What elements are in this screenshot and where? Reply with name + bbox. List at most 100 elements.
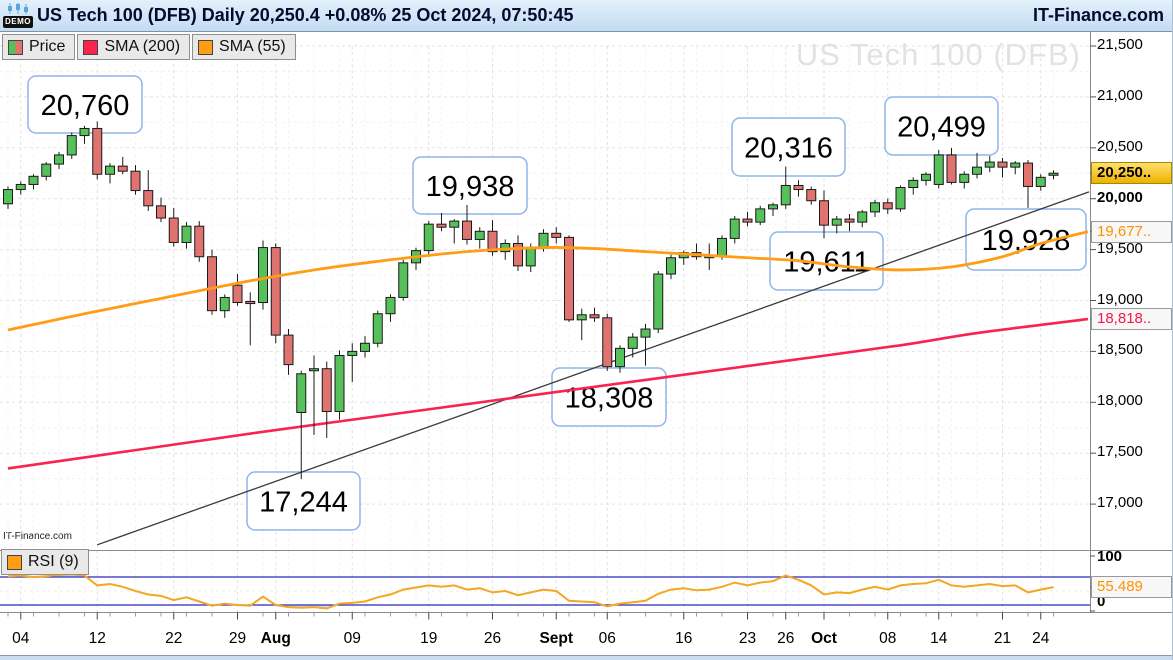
x-tick-label: 06 xyxy=(598,630,616,647)
candle-body xyxy=(258,247,268,304)
candle-body xyxy=(742,218,753,223)
candle-body xyxy=(194,225,205,258)
candle-body xyxy=(41,163,52,177)
candle-body xyxy=(449,220,460,228)
brand-label[interactable]: IT-Finance.com xyxy=(1032,5,1164,25)
legend-price-label: Price xyxy=(29,38,66,55)
x-tick-label: 21 xyxy=(993,630,1012,647)
candle-body xyxy=(1048,172,1059,176)
legend: Price SMA (200) SMA (55) xyxy=(2,34,296,60)
demo-label: DEMO xyxy=(3,16,33,28)
candle-body xyxy=(15,183,26,191)
candle-body xyxy=(589,314,600,319)
bottom-bar xyxy=(0,655,1173,660)
candle-body xyxy=(360,342,370,352)
candle-body xyxy=(168,217,179,243)
candle-body xyxy=(525,247,536,267)
sma200-marker-label: 18,818.. xyxy=(1091,308,1172,331)
candle-body xyxy=(870,202,880,213)
annotation-label: 20,499 xyxy=(897,111,986,143)
candle-body xyxy=(933,154,944,185)
candle-body xyxy=(729,218,740,239)
watermark: US Tech 100 (DFB) xyxy=(795,37,1081,72)
rsi-chip[interactable]: RSI (9) xyxy=(1,549,89,575)
candle-body xyxy=(245,301,256,305)
legend-sma55-chip[interactable]: SMA (55) xyxy=(192,34,296,60)
candle-body xyxy=(296,373,307,413)
y-axis-label: 19,000 xyxy=(1097,290,1143,308)
candle-body xyxy=(181,225,192,243)
candle-body xyxy=(487,230,498,253)
candle-body xyxy=(959,173,970,183)
candle-body xyxy=(640,328,651,338)
annotation-box[interactable] xyxy=(551,367,667,427)
x-tick-label: 26 xyxy=(777,630,795,647)
legend-price-chip[interactable]: Price xyxy=(2,34,76,60)
candle-body xyxy=(28,175,39,185)
candle-body xyxy=(156,205,166,219)
candle-body xyxy=(780,184,791,206)
candle-body xyxy=(882,202,893,210)
candle-body xyxy=(1010,162,1021,168)
candle-body xyxy=(105,165,115,175)
candle-body xyxy=(3,189,13,205)
candle-body xyxy=(321,368,332,412)
x-tick-label: Aug xyxy=(260,630,291,647)
x-tick-label: 23 xyxy=(738,630,757,647)
candle-body xyxy=(117,165,128,172)
y-axis-label: 21,000 xyxy=(1097,86,1143,104)
rsi-line xyxy=(7,573,1054,610)
legend-sma200-chip[interactable]: SMA (200) xyxy=(77,34,191,60)
candle-body xyxy=(908,179,919,189)
candle-body xyxy=(946,154,957,183)
y-axis-label: 20,000 xyxy=(1097,188,1143,206)
candle-body xyxy=(844,218,855,223)
trendline[interactable] xyxy=(97,191,1090,546)
annotation-box[interactable] xyxy=(412,156,528,215)
candle-body xyxy=(347,350,358,356)
annotation-box[interactable] xyxy=(965,208,1087,271)
chart-title: US Tech 100 (DFB) Daily 20,250.4 +0.08% … xyxy=(37,5,574,25)
candle-body xyxy=(219,296,230,312)
x-tick-label: 19 xyxy=(420,630,438,647)
candle-body xyxy=(462,220,472,240)
candle-body xyxy=(79,127,90,137)
x-tick-label: 08 xyxy=(879,630,897,647)
x-tick-label: 16 xyxy=(675,630,693,647)
y-axis-label: 19,500 xyxy=(1097,239,1143,257)
candle-body xyxy=(1035,176,1046,187)
candle-body xyxy=(653,273,664,330)
candle-body xyxy=(385,296,396,315)
candle-body xyxy=(207,256,217,312)
sma55-swatch-icon xyxy=(198,39,214,55)
y-axis-label: 17,000 xyxy=(1097,494,1143,512)
candle-body xyxy=(615,347,625,368)
x-tick-label: 24 xyxy=(1032,630,1050,647)
chart-svg[interactable]: 20,760 19,938 20,316 20,499 19,611 19,928 18,3… xyxy=(0,32,1173,660)
candle-body xyxy=(564,236,574,321)
annotation-label: 20,316 xyxy=(744,132,833,164)
demo-badge: DEMO xyxy=(3,2,33,29)
candle-body xyxy=(309,368,319,372)
rsi-current-label: 55.489 xyxy=(1091,576,1172,599)
x-tick-label: Oct xyxy=(811,630,837,647)
candle-body xyxy=(1023,162,1033,187)
x-tick-label: 04 xyxy=(12,630,30,647)
x-tick-label: 26 xyxy=(483,630,502,647)
annotation-label: 19,928 xyxy=(982,225,1071,257)
candle-body xyxy=(270,247,281,336)
y-axis-label: 18,500 xyxy=(1097,341,1143,359)
rsi-overbought-fill xyxy=(8,574,1054,577)
candle-body xyxy=(92,127,103,175)
candle-body xyxy=(54,154,64,165)
price-marker-label: 20,250.. xyxy=(1091,162,1172,185)
rsi-axis-bottom-label: 0 xyxy=(1097,593,1106,610)
sma200-line xyxy=(7,317,1089,470)
candle-body xyxy=(857,211,868,223)
rsi-legend: RSI (9) xyxy=(1,549,89,575)
annotation-box[interactable] xyxy=(731,117,846,177)
demo-candles-icon xyxy=(8,3,28,14)
annotation-label: 20,760 xyxy=(41,90,130,122)
candle-body xyxy=(143,190,154,207)
